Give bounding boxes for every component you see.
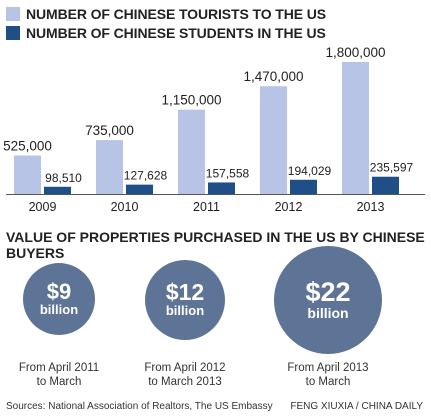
bar-tourists-2011	[178, 109, 205, 194]
bar-students-2012	[290, 179, 317, 194]
bubble-amount: $22	[305, 276, 351, 307]
bubble-unit: billion	[39, 301, 79, 317]
x-tick-label-2012: 2012	[275, 200, 303, 214]
bubble-unit: billion	[165, 303, 205, 319]
chart-legend: NUMBER OF CHINESE TOURISTS TO THE US NUM…	[6, 4, 326, 42]
caption-line: to March	[36, 376, 82, 388]
bar-tourists-2012	[260, 86, 287, 194]
property-bubble-2013: $22 billion	[274, 246, 382, 354]
legend-swatch-students	[6, 25, 20, 40]
bar-chart: 525,000 98,510 2009 735,000 127,628 2010 1,150…	[3, 45, 425, 214]
bubble-amount: $9	[46, 278, 72, 304]
data-label-students-2012: 194,029	[288, 164, 332, 178]
credit-note: FENG XIUXIA / CHINA DAILY	[290, 401, 423, 412]
data-label-students-2010: 127,628	[124, 169, 168, 183]
data-label-students-2009: 98,510	[45, 171, 82, 185]
data-label-tourists-2013: 1,800,000	[325, 45, 385, 60]
caption-line: From April 2013	[287, 362, 369, 374]
legend-item-students: NUMBER OF CHINESE STUDENTS IN THE US	[6, 23, 326, 42]
x-tick-label-2010: 2010	[111, 200, 139, 214]
bubble-unit: billion	[307, 304, 349, 321]
data-label-students-2011: 157,558	[206, 166, 250, 180]
bubble-caption-2012: From April 2012 to March 2013	[127, 361, 243, 389]
properties-title: VALUE OF PROPERTIES PURCHASED IN THE US …	[6, 229, 425, 261]
legend-label-students: NUMBER OF CHINESE STUDENTS IN THE US	[26, 24, 326, 41]
bubble-amount: $12	[165, 279, 205, 306]
bar-students-2010	[126, 184, 153, 194]
bubble-caption-2013: From April 2013 to March	[269, 361, 387, 389]
bar-students-2013	[372, 176, 399, 194]
source-note: Sources: National Association of Realtor…	[6, 401, 273, 412]
data-label-tourists-2009: 525,000	[3, 139, 52, 154]
bar-tourists-2013	[342, 62, 369, 194]
legend-label-tourists: NUMBER OF CHINESE TOURISTS TO THE US	[26, 5, 327, 22]
data-label-tourists-2010: 735,000	[85, 123, 134, 138]
property-bubble-2012: $12 billion	[145, 260, 225, 340]
x-tick-label-2011: 2011	[193, 200, 220, 214]
bubble-caption-2011: From April 2011 to March	[2, 361, 116, 389]
caption-line: From April 2011	[18, 362, 100, 374]
data-label-tourists-2012: 1,470,000	[243, 69, 303, 84]
x-tick-label-2013: 2013	[357, 200, 385, 214]
caption-line: From April 2012	[144, 362, 226, 374]
legend-swatch-tourists	[6, 6, 20, 21]
bar-students-2009	[44, 186, 71, 194]
caption-line: to March 2013	[148, 376, 222, 388]
bar-tourists-2010	[96, 140, 123, 194]
legend-item-tourists: NUMBER OF CHINESE TOURISTS TO THE US	[6, 4, 326, 23]
bar-students-2011	[208, 182, 235, 194]
data-label-students-2013: 235,597	[370, 161, 414, 175]
caption-line: to March	[305, 376, 351, 388]
property-bubble-2011: $9 billion	[23, 263, 95, 335]
bar-tourists-2009	[14, 155, 41, 194]
data-label-tourists-2011: 1,150,000	[161, 93, 221, 108]
x-tick-label-2009: 2009	[29, 200, 57, 214]
